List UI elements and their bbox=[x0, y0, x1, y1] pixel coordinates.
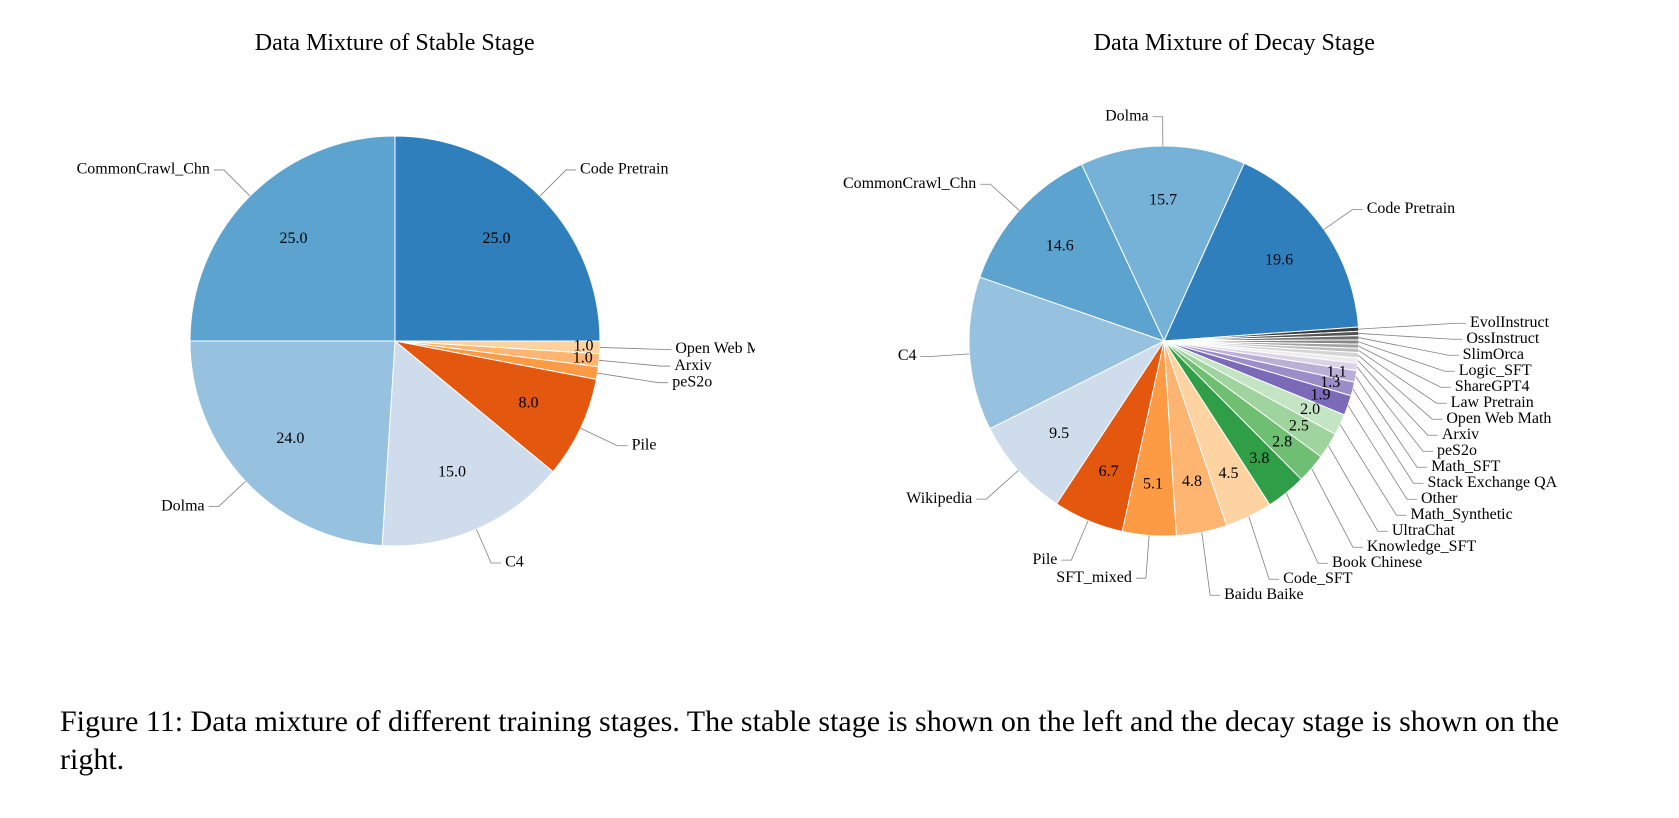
left-pie-label-7: CommonCrawl_Chn bbox=[76, 161, 209, 178]
right-pie-label-9: Arxiv bbox=[1442, 426, 1479, 443]
right-pie-label-8: Open Web Math bbox=[1447, 410, 1552, 427]
right-pie-leader-6 bbox=[1359, 346, 1451, 387]
right-pie-value-1: 19.6 bbox=[1265, 251, 1293, 268]
left-pie-leader-3 bbox=[597, 373, 668, 383]
right-pie-value-0: 15.7 bbox=[1149, 191, 1177, 208]
right-pie-label-13: Other bbox=[1421, 490, 1458, 507]
charts-row: Data Mixture of Stable Stage 25.0 Code Pr… bbox=[0, 0, 1679, 621]
left-pie-leader-5 bbox=[476, 529, 501, 563]
left-pie-label-3: peS2o bbox=[672, 373, 712, 390]
left-pie-label-1: Open Web Math bbox=[675, 340, 755, 357]
left-pie-title: Data Mixture of Stable Stage bbox=[35, 30, 755, 57]
right-pie-leader-2 bbox=[1359, 323, 1466, 329]
right-pie-leader-20 bbox=[1136, 535, 1149, 578]
right-pie-leader-18 bbox=[1249, 517, 1279, 580]
left-pie-label-4: Pile bbox=[631, 436, 656, 453]
right-pie-label-7: Law Pretrain bbox=[1451, 394, 1534, 411]
right-pie-cell: Data Mixture of Decay Stage 9.5 14.6 15.7 D… bbox=[824, 30, 1644, 621]
right-pie-leader-14 bbox=[1340, 425, 1406, 516]
right-pie-label-15: UltraChat bbox=[1392, 522, 1456, 539]
left-pie-leader-1 bbox=[600, 347, 671, 349]
left-pie-leader-2 bbox=[599, 360, 670, 366]
left-pie-leader-7 bbox=[214, 170, 250, 196]
right-pie-value-24: 14.6 bbox=[1046, 238, 1074, 255]
right-pie-leader-11 bbox=[1356, 377, 1427, 468]
left-pie-value-6: 24.0 bbox=[276, 430, 304, 447]
right-pie-leader-7 bbox=[1359, 351, 1447, 404]
right-pie-label-11: Math_SFT bbox=[1431, 458, 1501, 475]
right-pie-label-20: SFT_mixed bbox=[1057, 569, 1133, 586]
right-pie-label-5: Logic_SFT bbox=[1459, 362, 1532, 379]
right-pie-label-10: peS2o bbox=[1437, 442, 1477, 459]
right-pie-label-17: Book Chinese bbox=[1332, 554, 1422, 571]
right-pie-value-22: 9.5 bbox=[1049, 425, 1069, 442]
right-pie-leader-0 bbox=[1153, 117, 1163, 146]
right-pie-label-6: ShareGPT4 bbox=[1455, 378, 1530, 395]
left-pie-leader-6 bbox=[208, 481, 245, 506]
right-pie-label-16: Knowledge_SFT bbox=[1367, 538, 1477, 555]
right-pie-label-23: C4 bbox=[898, 347, 917, 364]
right-pie-label-21: Pile bbox=[1033, 551, 1058, 568]
left-pie-leader-4 bbox=[580, 428, 627, 445]
right-pie-label-3: OssInstruct bbox=[1467, 330, 1540, 347]
right-pie-label-22: Wikipedia bbox=[906, 490, 972, 507]
figure-caption: Figure 11: Data mixture of different tra… bbox=[60, 703, 1619, 778]
right-pie-value-16: 2.8 bbox=[1272, 434, 1292, 451]
right-pie-leader-17 bbox=[1286, 493, 1328, 563]
right-pie-label-14: Math_Synthetic bbox=[1411, 506, 1513, 523]
left-pie-value-4: 8.0 bbox=[518, 395, 538, 412]
right-pie-leader-8 bbox=[1359, 355, 1443, 419]
right-pie-value-20: 5.1 bbox=[1143, 476, 1163, 493]
right-pie-leader-21 bbox=[1062, 521, 1089, 561]
right-pie-leader-24 bbox=[981, 184, 1020, 210]
left-pie-label-6: Dolma bbox=[161, 497, 205, 514]
right-pie-label-1: Code Pretrain bbox=[1367, 200, 1455, 217]
right-pie-value-18: 4.5 bbox=[1219, 465, 1239, 482]
right-pie-label-4: SlimOrca bbox=[1463, 346, 1524, 363]
right-pie-label-18: Code_SFT bbox=[1283, 570, 1353, 587]
left-pie-value-0: 25.0 bbox=[482, 230, 510, 247]
right-pie-leader-23 bbox=[921, 354, 970, 357]
right-pie-leader-19 bbox=[1202, 532, 1220, 595]
right-pie-chart: 9.5 14.6 15.7 Dolma 19.6 Code Pretrain EvolIns… bbox=[824, 61, 1644, 621]
left-pie-label-0: Code Pretrain bbox=[580, 161, 668, 178]
right-pie-label-24: CommonCrawl_Chn bbox=[843, 175, 976, 192]
right-pie-leader-5 bbox=[1359, 342, 1455, 371]
right-pie-value-15: 2.5 bbox=[1289, 418, 1309, 435]
right-pie-label-0: Dolma bbox=[1105, 107, 1149, 124]
left-pie-value-7: 25.0 bbox=[279, 230, 307, 247]
right-pie-label-19: Baidu Baike bbox=[1224, 586, 1304, 603]
right-pie-leader-22 bbox=[976, 471, 1018, 500]
right-pie-value-19: 4.8 bbox=[1182, 473, 1202, 490]
right-pie-value-14: 2.0 bbox=[1300, 401, 1320, 418]
left-pie-cell: Data Mixture of Stable Stage 25.0 Code Pr… bbox=[35, 30, 755, 621]
figure-wrap: Data Mixture of Stable Stage 25.0 Code Pr… bbox=[0, 0, 1679, 818]
right-pie-label-12: Stack Exchange QA bbox=[1428, 474, 1558, 491]
right-pie-leader-1 bbox=[1324, 209, 1363, 229]
right-pie-title: Data Mixture of Decay Stage bbox=[824, 30, 1644, 57]
left-pie-label-5: C4 bbox=[505, 554, 524, 571]
right-pie-label-2: EvolInstruct bbox=[1470, 314, 1550, 331]
right-pie-value-17: 3.8 bbox=[1250, 450, 1270, 467]
right-pie-leader-3 bbox=[1359, 333, 1463, 339]
left-pie-leader-0 bbox=[540, 170, 576, 196]
left-pie-label-2: Arxiv bbox=[674, 357, 711, 374]
left-pie-chart: 25.0Code Pretrain1.0Open Web Math1.0Arxi… bbox=[35, 61, 755, 621]
right-pie-leader-16 bbox=[1312, 468, 1363, 547]
left-pie-value-5: 15.0 bbox=[438, 463, 466, 480]
right-pie-leader-4 bbox=[1359, 338, 1459, 356]
right-pie-value-21: 6.7 bbox=[1099, 463, 1119, 480]
